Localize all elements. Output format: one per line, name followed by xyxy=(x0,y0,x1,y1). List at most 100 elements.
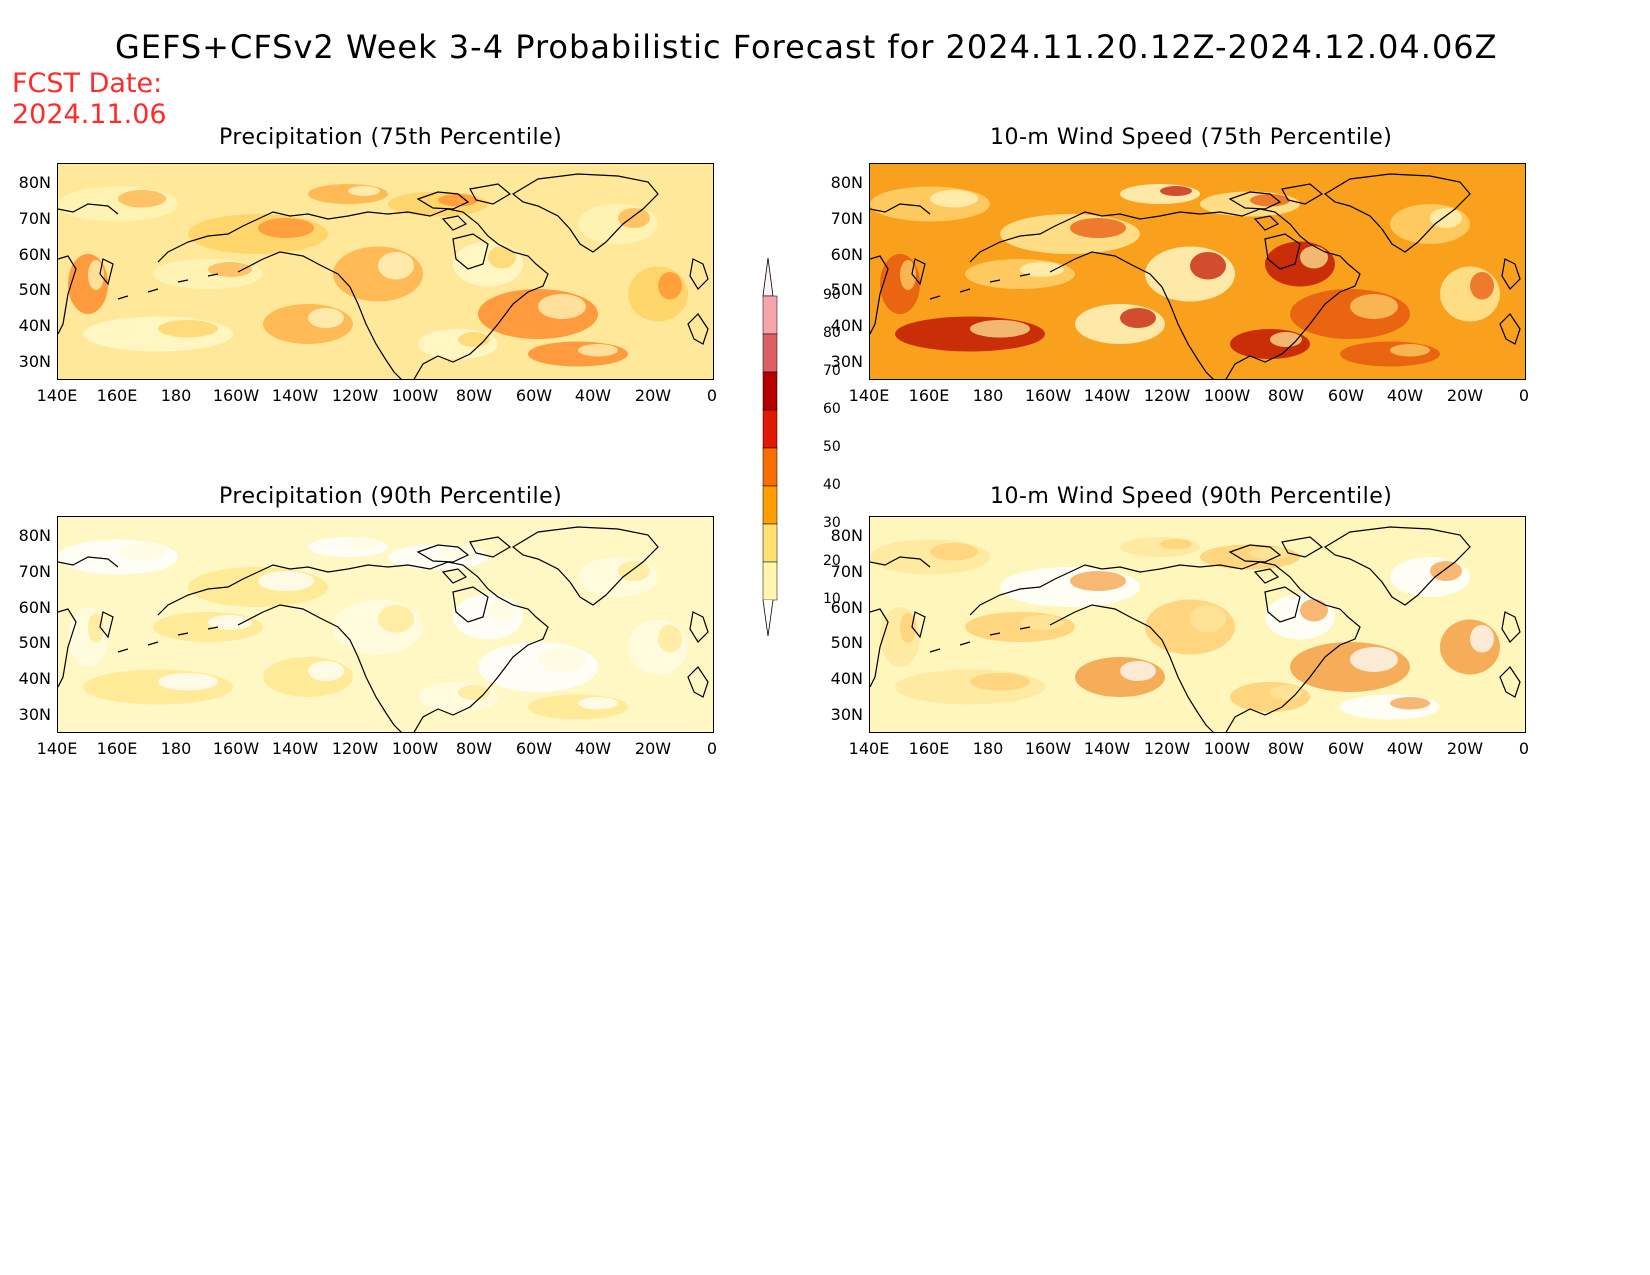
contour-region xyxy=(438,194,478,207)
coastline xyxy=(117,626,219,653)
lat-tick-label: 40N xyxy=(18,316,51,335)
contour-region xyxy=(308,308,344,328)
coastline xyxy=(1323,526,1471,606)
coastline xyxy=(452,233,489,270)
contour-region xyxy=(1160,186,1192,196)
fcst-date-block: FCST Date: 2024.11.06 xyxy=(12,68,167,130)
colorbar-swatch xyxy=(762,523,778,563)
lon-tick-label: 120W xyxy=(331,739,379,758)
colorbar-tick-label: 70 xyxy=(823,363,841,379)
coastline xyxy=(1049,604,1214,732)
contour-region xyxy=(258,571,314,591)
contour-region xyxy=(208,615,252,630)
coastline xyxy=(687,313,709,345)
panel-title-wind90: 10-m Wind Speed (90th Percentile) xyxy=(990,484,1393,509)
coastline xyxy=(969,208,1361,379)
lon-tick-label: 40W xyxy=(1386,739,1424,758)
lon-tick-label: 60W xyxy=(515,739,553,758)
contour-region xyxy=(658,625,682,653)
lon-tick-label: 180 xyxy=(160,386,192,405)
coastline xyxy=(1228,544,1282,563)
lat-tick-label: 70N xyxy=(18,562,51,581)
coastline xyxy=(1264,233,1301,270)
lon-tick-label: 100W xyxy=(391,739,439,758)
lat-tick-label: 80N xyxy=(830,173,863,192)
lon-tick-label: 20W xyxy=(634,386,672,405)
colorbar-cap xyxy=(762,599,774,637)
colorbar-swatch xyxy=(762,295,778,335)
contour-region xyxy=(1470,625,1494,653)
coastline xyxy=(1281,536,1324,558)
lon-tick-label: 40W xyxy=(1386,386,1424,405)
contour-region xyxy=(900,260,916,290)
coastline xyxy=(99,258,114,286)
lat-tick-label: 70N xyxy=(830,562,863,581)
lon-tick-label: 140E xyxy=(848,386,890,405)
lon-tick-label: 180 xyxy=(160,739,192,758)
contour-region xyxy=(1430,208,1462,228)
contour-region xyxy=(538,647,586,672)
lat-tick-label: 40N xyxy=(18,669,51,688)
contour-region xyxy=(578,697,618,710)
contour-region xyxy=(578,344,618,357)
contour-region xyxy=(1300,599,1328,622)
colorbar-swatch xyxy=(762,485,778,525)
lon-tick-label: 180 xyxy=(972,386,1004,405)
lon-tick-label: 180 xyxy=(972,739,1004,758)
coastline xyxy=(99,611,114,639)
coastline xyxy=(870,608,889,688)
contour-region xyxy=(1390,344,1430,357)
contour-region xyxy=(1250,547,1290,560)
coastline xyxy=(452,586,489,623)
contour-region xyxy=(488,246,516,269)
contour-region xyxy=(1470,272,1494,300)
colorbar-tick-label: 60 xyxy=(823,401,841,417)
coastline xyxy=(511,526,659,606)
coastline xyxy=(1499,666,1521,698)
lon-tick-label: 140E xyxy=(848,739,890,758)
contour-region xyxy=(488,599,516,622)
contour-region xyxy=(1350,294,1398,319)
contour-region xyxy=(88,613,104,643)
coastline xyxy=(870,556,931,568)
contour-region xyxy=(618,208,650,228)
contour-region xyxy=(1350,647,1398,672)
lat-tick-label: 40N xyxy=(830,316,863,335)
lat-tick-label: 30N xyxy=(830,705,863,724)
lon-tick-label: 0 xyxy=(706,386,718,405)
lon-tick-label: 160W xyxy=(1024,386,1072,405)
lon-tick-label: 100W xyxy=(1203,386,1251,405)
coastline xyxy=(469,183,512,205)
coastline xyxy=(1501,611,1521,643)
map-svg-precip90 xyxy=(58,517,713,732)
lon-tick-label: 160E xyxy=(908,739,950,758)
colorbar-tick-label: 40 xyxy=(823,477,841,493)
contour-region xyxy=(1070,218,1126,238)
colorbar-swatch xyxy=(762,447,778,487)
contour-region xyxy=(900,613,916,643)
lon-tick-label: 160E xyxy=(908,386,950,405)
colorbar-cap xyxy=(762,258,774,297)
lon-tick-label: 100W xyxy=(391,386,439,405)
coastline xyxy=(870,203,931,215)
map-precip75 xyxy=(57,163,714,380)
lon-tick-label: 80W xyxy=(455,386,493,405)
contour-region xyxy=(1430,561,1462,581)
lon-tick-label: 0 xyxy=(1518,739,1530,758)
lat-tick-label: 60N xyxy=(830,245,863,264)
lat-tick-label: 70N xyxy=(18,209,51,228)
colorbar-tick-label: 10 xyxy=(823,591,841,607)
contour-region xyxy=(118,543,166,561)
map-wind75 xyxy=(869,163,1526,380)
main-title: GEFS+CFSv2 Week 3-4 Probabilistic Foreca… xyxy=(115,28,1498,66)
coastline xyxy=(58,203,119,215)
lon-tick-label: 160E xyxy=(96,739,138,758)
coastline xyxy=(1499,313,1521,345)
coastline xyxy=(469,536,512,558)
lon-tick-label: 140W xyxy=(1083,739,1131,758)
coastline xyxy=(416,544,470,563)
lon-tick-label: 140W xyxy=(1083,386,1131,405)
contour-region xyxy=(1190,605,1226,633)
coastline xyxy=(58,255,77,335)
lon-tick-label: 40W xyxy=(574,739,612,758)
